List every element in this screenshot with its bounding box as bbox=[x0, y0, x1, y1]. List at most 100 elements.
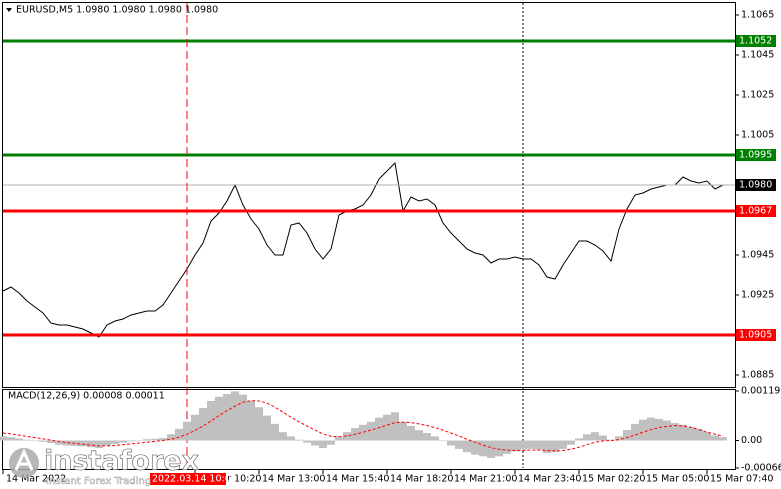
last-price-box bbox=[736, 179, 776, 191]
macd-bar bbox=[215, 396, 223, 441]
x-tick-label: 14 Mar 18:20 bbox=[390, 474, 453, 485]
x-tick-label: 15 Mar 02:20 bbox=[582, 474, 645, 485]
x-tick-label: 14 Mar 10:20 bbox=[198, 474, 261, 485]
macd-bar bbox=[551, 440, 559, 453]
macd-bar bbox=[135, 440, 143, 441]
macd-bar bbox=[119, 440, 127, 443]
macd-bar bbox=[567, 440, 575, 445]
macd-bar bbox=[655, 418, 663, 441]
y-tick-label: -0.00066 bbox=[741, 463, 781, 474]
macd-bar bbox=[719, 437, 727, 441]
macd-bar bbox=[55, 440, 63, 445]
macd-bar bbox=[679, 424, 687, 441]
macd-bar bbox=[23, 439, 31, 441]
signal-line bbox=[2, 400, 724, 452]
level-label: 1.0967 bbox=[739, 206, 772, 217]
plot-layer: 1.1065 1.1045 1.1025 1.1005 1.0945 1.0925 1.08… bbox=[0, 3, 781, 485]
level-label-box bbox=[736, 149, 776, 161]
macd-bar bbox=[199, 408, 207, 441]
macd-bar bbox=[535, 440, 543, 450]
macd-bar bbox=[559, 440, 567, 449]
macd-bar bbox=[495, 440, 503, 457]
macd-bar bbox=[367, 421, 375, 441]
y-tick-label: 1.1025 bbox=[741, 90, 774, 101]
macd-bar bbox=[63, 440, 71, 446]
macd-bar bbox=[167, 434, 175, 441]
macd-bar bbox=[519, 440, 527, 450]
macd-bar bbox=[391, 412, 399, 441]
macd-bar bbox=[239, 394, 247, 441]
macd-bar bbox=[143, 439, 151, 441]
y-tick-label: 1.1065 bbox=[741, 10, 774, 21]
x-tick-label: 15 Mar 07:40 bbox=[710, 474, 773, 485]
level-label: 1.1052 bbox=[739, 36, 772, 47]
macd-bar bbox=[375, 417, 383, 441]
price-line bbox=[2, 161, 724, 338]
macd-bar bbox=[47, 440, 55, 444]
macd-bar bbox=[255, 407, 263, 441]
macd-bar bbox=[575, 438, 583, 441]
macd-bar bbox=[335, 437, 343, 441]
macd-bar bbox=[31, 440, 39, 442]
macd-bar bbox=[311, 440, 319, 446]
macd-bar bbox=[0, 436, 7, 441]
macd-bar bbox=[271, 423, 279, 441]
macd-bar bbox=[231, 391, 239, 441]
macd-bar bbox=[511, 440, 519, 452]
macd-bar bbox=[687, 427, 695, 441]
macd-bar bbox=[7, 437, 15, 441]
macd-bar bbox=[15, 438, 23, 441]
x-tick-label: 14 Mar 21:00 bbox=[454, 474, 517, 485]
macd-bar bbox=[111, 440, 119, 444]
level-label-box bbox=[736, 329, 776, 341]
level-label-box bbox=[736, 35, 776, 47]
macd-bar bbox=[399, 421, 407, 441]
macd-bar bbox=[623, 430, 631, 441]
macd-bar bbox=[447, 440, 455, 446]
macd-bar bbox=[359, 424, 367, 441]
watermark: instaforex Instant Forex Trading bbox=[9, 445, 199, 487]
macd-bar bbox=[463, 440, 471, 453]
macd-bar bbox=[295, 439, 303, 441]
macd-bar bbox=[631, 423, 639, 441]
macd-bar bbox=[703, 432, 711, 441]
macd-bar bbox=[127, 440, 135, 442]
tagline: Instant Forex Trading bbox=[46, 476, 151, 487]
macd-bar bbox=[639, 419, 647, 441]
x-tick-label: 14 Mar 23:40 bbox=[518, 474, 581, 485]
macd-bar bbox=[607, 439, 615, 441]
macd-bar bbox=[159, 438, 167, 441]
menu-arrow[interactable] bbox=[6, 8, 12, 12]
time-marker-box bbox=[150, 473, 226, 485]
macd-bar bbox=[95, 440, 103, 449]
macd-bar bbox=[671, 423, 679, 441]
macd-bar bbox=[423, 433, 431, 441]
brand: instaforex bbox=[44, 446, 199, 477]
y-tick-label: 1.0925 bbox=[741, 290, 774, 301]
macd-bar bbox=[183, 421, 191, 441]
macd-bar bbox=[439, 440, 447, 442]
macd-bar bbox=[503, 440, 511, 454]
level-label-box bbox=[736, 205, 776, 217]
y-tick-label: 0.00 bbox=[741, 435, 762, 446]
y-tick-label: 1.1045 bbox=[741, 50, 774, 61]
macd-bar bbox=[383, 414, 391, 441]
price-pane bbox=[2, 2, 736, 388]
macd-bar bbox=[151, 438, 159, 441]
macd-bar bbox=[543, 440, 551, 454]
macd-bar bbox=[223, 393, 231, 441]
macd-bar bbox=[319, 440, 327, 449]
level-label: 1.0995 bbox=[739, 150, 772, 161]
macd-bar bbox=[287, 436, 295, 441]
macd-bar bbox=[591, 432, 599, 441]
macd-bar bbox=[175, 428, 183, 441]
macd-bar bbox=[207, 400, 215, 441]
last-price-label: 1.0980 bbox=[739, 180, 772, 191]
macd-bar bbox=[479, 440, 487, 457]
macd-bar bbox=[87, 440, 95, 448]
macd-bar bbox=[599, 435, 607, 441]
macd-bar bbox=[39, 440, 47, 442]
x-tick-label: 15 Mar 05:00 bbox=[646, 474, 709, 485]
x-tick-label: 14 Mar 2022 bbox=[6, 474, 66, 485]
y-tick-label: 1.1005 bbox=[741, 130, 774, 141]
